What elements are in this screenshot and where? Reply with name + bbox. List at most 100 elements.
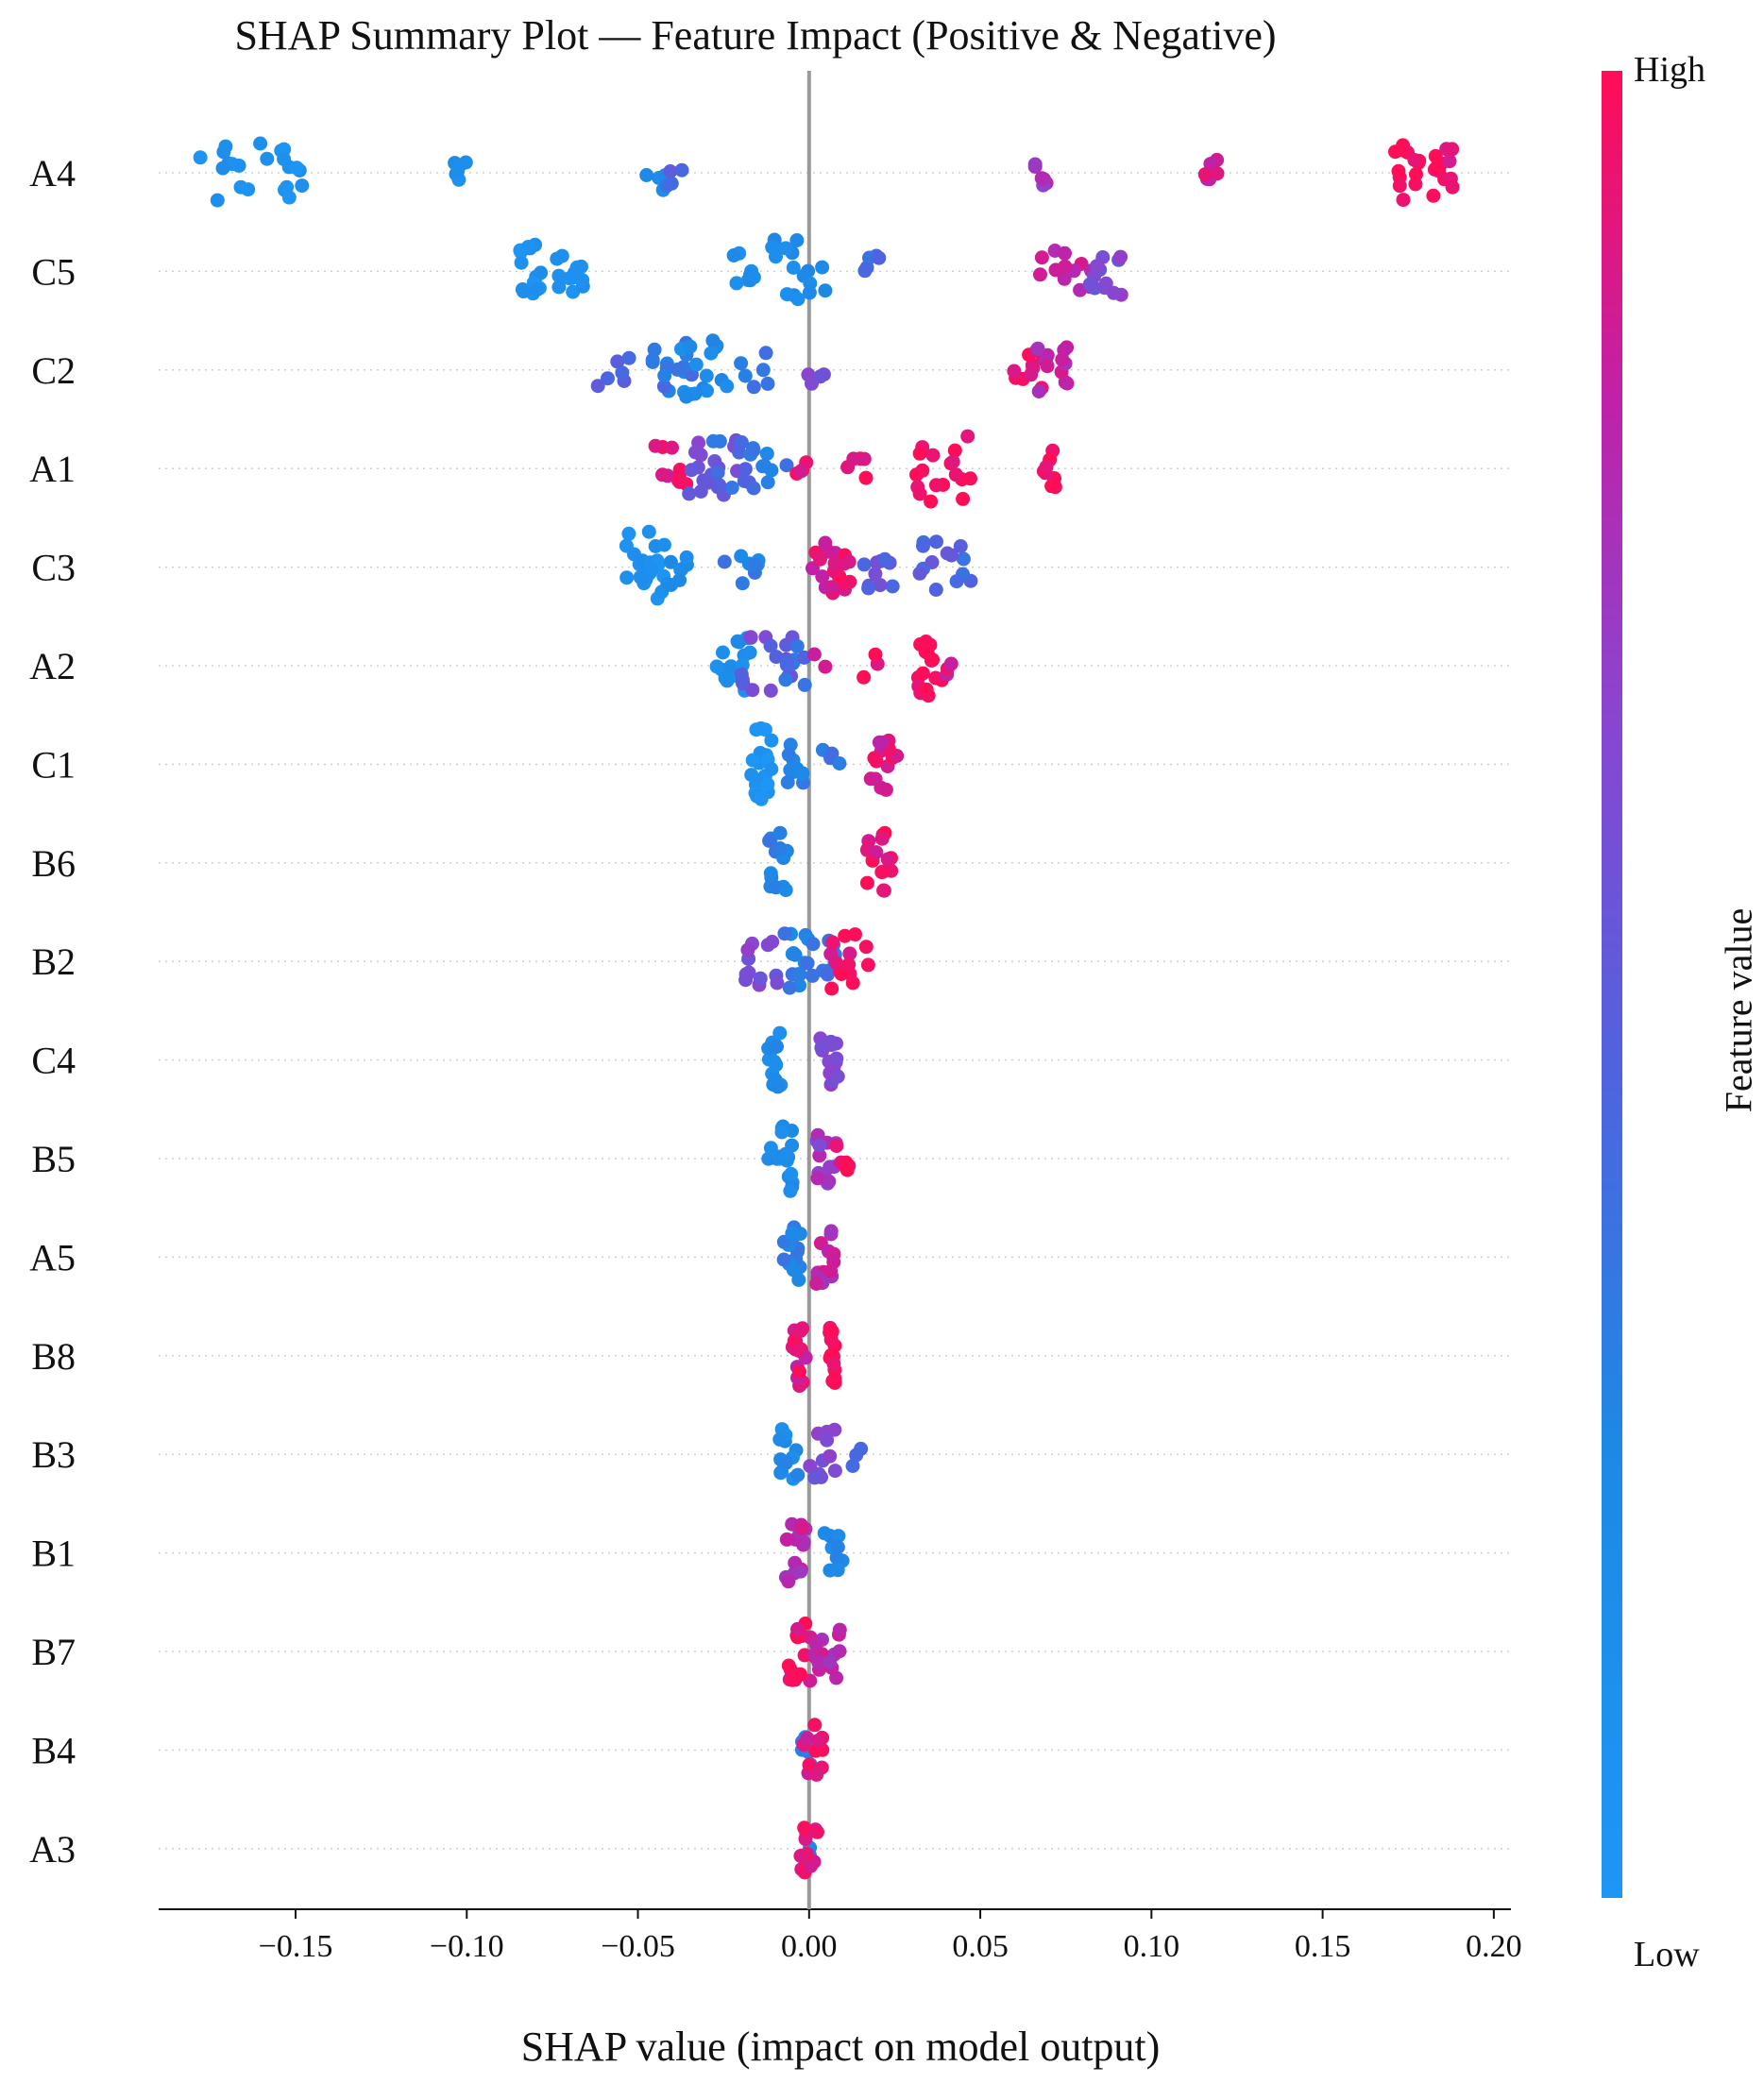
shap-point	[878, 782, 893, 797]
gridlines	[159, 172, 1511, 1850]
shap-point	[1082, 277, 1097, 292]
shap-point	[1034, 171, 1049, 186]
shap-point	[778, 1146, 793, 1161]
shap-point	[956, 491, 971, 506]
shap-point	[797, 677, 812, 692]
feature-label-b3: B3	[31, 1433, 76, 1476]
shap-points	[193, 136, 1460, 1880]
shap-point	[832, 756, 847, 771]
feature-label-b6: B6	[31, 842, 76, 885]
shap-point	[705, 333, 721, 348]
shap-point	[1034, 250, 1049, 265]
feature-label-a5: A5	[29, 1236, 76, 1279]
shap-point	[759, 447, 774, 461]
shap-point	[839, 1155, 854, 1170]
x-tick-label: 0.20	[1466, 1929, 1522, 1964]
shap-point	[793, 1324, 808, 1338]
shap-point	[928, 583, 943, 597]
shap-point	[734, 356, 749, 371]
shap-point	[815, 569, 830, 584]
shap-point	[868, 771, 883, 787]
shap-point	[760, 376, 775, 391]
shap-point	[854, 1441, 869, 1456]
shap-point	[763, 638, 778, 653]
shap-point	[809, 1277, 824, 1291]
colorbar-low-label: Low	[1634, 1935, 1700, 1974]
shap-point	[621, 526, 636, 541]
shap-point	[1031, 384, 1046, 398]
shap-point	[710, 466, 725, 480]
shap-point	[772, 1025, 788, 1041]
shap-point	[699, 368, 714, 383]
shap-point	[789, 638, 805, 653]
shap-point	[280, 179, 295, 195]
shap-point	[956, 551, 971, 567]
shap-point	[534, 265, 549, 280]
shap-point	[963, 471, 977, 486]
shap-point	[551, 268, 567, 283]
shap-point	[663, 164, 678, 178]
shap-point	[720, 379, 735, 394]
shap-point	[672, 463, 687, 477]
shap-point	[590, 379, 605, 394]
shap-point	[811, 1655, 826, 1670]
shap-point	[877, 551, 892, 567]
shap-point	[874, 831, 890, 846]
shap-point	[693, 448, 708, 463]
shap-point	[846, 451, 861, 466]
shap-point	[869, 754, 884, 769]
shap-point	[786, 261, 801, 275]
shap-point	[520, 240, 535, 254]
shap-point	[813, 369, 828, 384]
shap-point	[730, 634, 745, 649]
shap-point	[758, 346, 773, 361]
x-tick-label: 0.10	[1124, 1929, 1180, 1964]
shap-point	[925, 448, 941, 463]
shap-point	[755, 459, 771, 474]
shap-point	[810, 1171, 825, 1186]
shap-point	[619, 570, 635, 585]
shap-point	[842, 574, 857, 589]
feature-label-a3: A3	[29, 1828, 76, 1871]
shap-point	[812, 1148, 827, 1163]
x-tick-label: 0.15	[1295, 1929, 1351, 1964]
shap-point	[746, 380, 761, 395]
shap-point	[779, 287, 794, 302]
shap-point	[763, 866, 778, 881]
feature-label-c3: C3	[31, 547, 76, 589]
shap-point	[944, 548, 959, 563]
shap-point	[655, 467, 670, 483]
shap-point	[621, 350, 636, 365]
colorbar	[1602, 71, 1622, 1898]
shap-point	[1407, 153, 1422, 167]
shap-point	[458, 155, 473, 170]
shap-point	[712, 478, 727, 493]
shap-point	[859, 875, 874, 890]
shap-point	[779, 657, 794, 672]
shap-point	[827, 1464, 842, 1479]
shap-point	[824, 746, 840, 761]
shap-point	[810, 1824, 824, 1839]
shap-point	[218, 139, 233, 154]
shap-point	[916, 538, 930, 553]
shap-point	[735, 576, 750, 591]
shap-point	[1428, 148, 1443, 163]
shap-point	[820, 967, 835, 982]
shap-point	[709, 659, 724, 674]
feature-label-b7: B7	[31, 1631, 76, 1673]
shap-point	[824, 1324, 840, 1339]
shap-point	[829, 956, 844, 971]
chart-title: SHAP Summary Plot — Feature Impact (Posi…	[234, 12, 1277, 59]
shap-point	[818, 283, 833, 298]
shap-point	[813, 551, 827, 567]
shap-point	[674, 162, 689, 178]
shap-point	[820, 1432, 835, 1448]
shap-point	[809, 1767, 824, 1782]
shap-point	[778, 1455, 793, 1470]
shap-point	[782, 980, 797, 995]
shap-point	[1098, 276, 1113, 291]
shap-point	[808, 1636, 823, 1651]
shap-point	[827, 1422, 842, 1437]
shap-point	[627, 547, 641, 562]
